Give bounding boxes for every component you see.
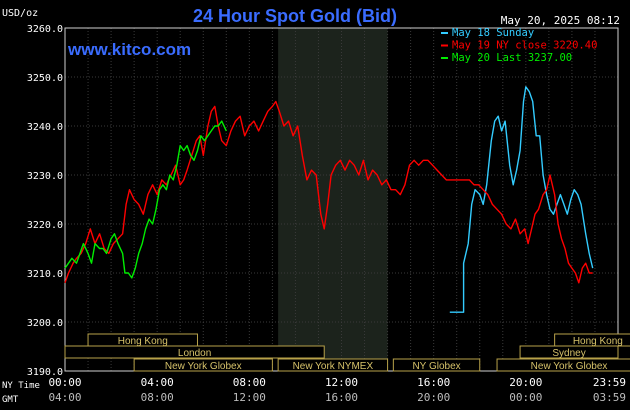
- x-tick-label-ny: 16:00: [417, 376, 450, 389]
- y-tick-label: 3240.0: [27, 122, 63, 133]
- y-tick-label: 3190.0: [27, 367, 63, 378]
- session-bar: Hong Kong: [554, 333, 630, 347]
- session-bar-box: [392, 358, 481, 372]
- session-bar-box: [519, 345, 619, 359]
- series-line: [64, 120, 227, 279]
- session-bar-box: [64, 345, 325, 359]
- x-tick-label-gmt: 00:00: [509, 391, 542, 404]
- x-axis-label-gmt: GMT: [2, 395, 19, 405]
- y-tick-label: 3230.0: [27, 171, 63, 182]
- legend-entry: May 20 Last 3237.00: [452, 52, 572, 64]
- y-tick-label: 3260.0: [27, 24, 63, 35]
- session-label: New York NYMEX: [293, 361, 374, 372]
- x-tick-label-gmt: 12:00: [233, 391, 266, 404]
- session-bar: Hong Kong: [87, 333, 198, 347]
- session-bar: NY Globex: [392, 358, 481, 372]
- x-tick-label-ny: 00:00: [48, 376, 81, 389]
- session-bar: New York Globex: [496, 358, 630, 372]
- session-bar: New York Globex: [133, 358, 273, 372]
- x-tick-label-gmt: 04:00: [48, 391, 81, 404]
- x-tick-label-ny: 20:00: [509, 376, 542, 389]
- session-bar-box: [496, 358, 630, 372]
- nymex-shade: [278, 28, 388, 371]
- session-label: NY Globex: [412, 361, 460, 372]
- session-bar-box: [133, 358, 273, 372]
- session-bar: New York NYMEX: [277, 358, 389, 372]
- y-tick-label: 3210.0: [27, 269, 63, 280]
- x-tick-label-gmt: 08:00: [141, 391, 174, 404]
- session-label: Hong Kong: [573, 336, 623, 347]
- y-axis-unit: USD/oz: [2, 8, 38, 19]
- session-bars: Hong Kong London New York Globex New York N…: [64, 333, 630, 372]
- session-label: Sydney: [552, 348, 585, 359]
- x-tick-label-gmt: 03:59: [593, 391, 626, 404]
- x-tick-label-ny: 12:00: [325, 376, 358, 389]
- session-label: New York Globex: [165, 361, 242, 372]
- timestamp: May 20, 2025 08:12: [501, 14, 620, 27]
- session-label: London: [178, 348, 211, 359]
- x-tick-label-gmt: 20:00: [417, 391, 450, 404]
- x-axis-label-ny: NY Time: [2, 381, 40, 391]
- session-label: Hong Kong: [118, 336, 168, 347]
- x-tick-label-gmt: 16:00: [325, 391, 358, 404]
- session-label: New York Globex: [531, 361, 608, 372]
- session-bar: London: [64, 345, 325, 359]
- legend-entry: May 18 Sunday: [452, 27, 534, 39]
- series-line: [449, 86, 594, 313]
- website-link[interactable]: www.kitco.com: [67, 40, 191, 59]
- series-line: [64, 100, 593, 284]
- legend-entry: May 19 NY close 3220.40: [452, 40, 597, 52]
- x-tick-labels: 00:00 04:00 08:00 12:00 16:00 20:00 23:59 04:00…: [48, 376, 626, 404]
- x-tick-label-ny: 04:00: [141, 376, 174, 389]
- series-lines: [64, 86, 594, 313]
- session-bar-box: [277, 358, 389, 372]
- session-bar: Sydney: [519, 345, 619, 359]
- y-tick-label: 3200.0: [27, 318, 63, 329]
- y-tick-labels: 3260.0 3250.0 3240.0 3230.0 3220.0 3210.0 3200…: [27, 24, 63, 378]
- chart-title: 24 Hour Spot Gold (Bid): [193, 6, 397, 26]
- y-tick-label: 3220.0: [27, 220, 63, 231]
- y-tick-label: 3250.0: [27, 73, 63, 84]
- x-tick-label-ny: 23:59: [593, 376, 626, 389]
- x-tick-label-ny: 08:00: [233, 376, 266, 389]
